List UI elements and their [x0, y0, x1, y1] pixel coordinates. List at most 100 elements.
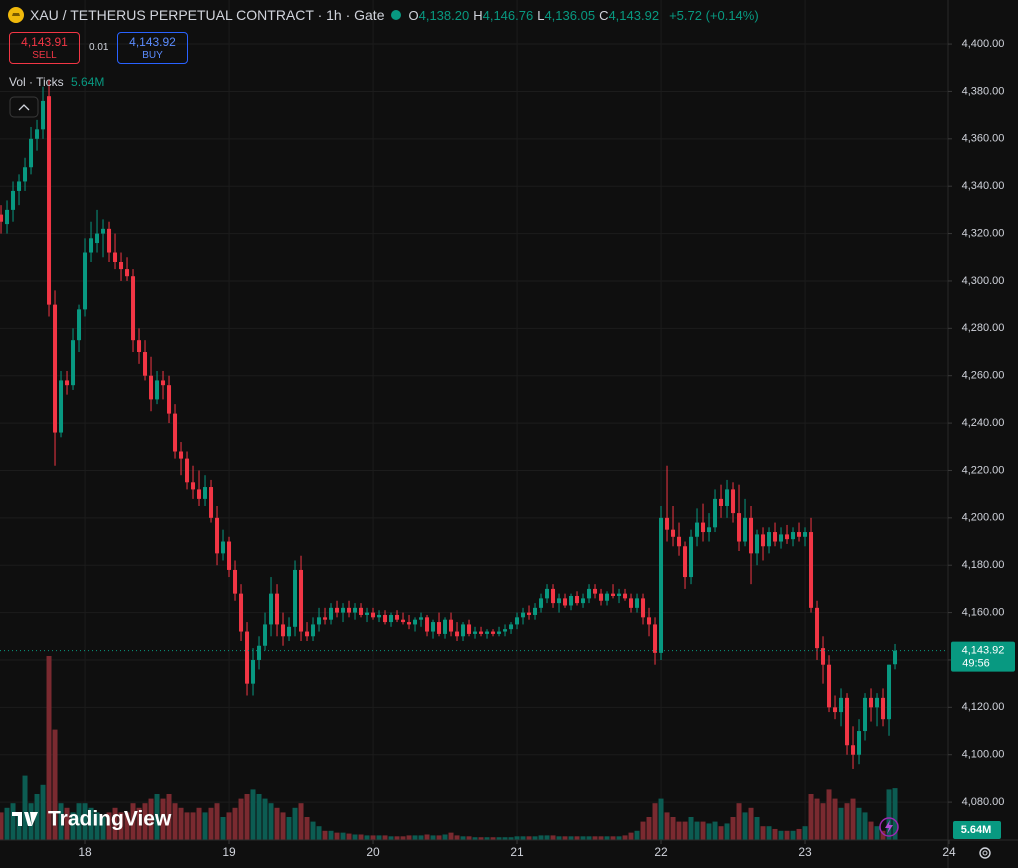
volume-bar	[868, 821, 874, 840]
candle-body	[131, 276, 136, 341]
volume-bar	[166, 794, 172, 840]
lightning-button[interactable]	[879, 817, 899, 837]
volume-bar	[658, 798, 664, 840]
volume-bar	[484, 837, 490, 840]
candle-body	[377, 614, 382, 618]
candle-body	[107, 228, 112, 253]
volume-bar	[46, 656, 52, 840]
candle-body	[593, 588, 598, 594]
volume-bar	[10, 803, 16, 840]
volume-bar	[136, 807, 142, 840]
symbol-title[interactable]: XAU / TETHERUS PERPETUAL CONTRACT · 1h ·…	[30, 7, 385, 23]
volume-bar	[70, 812, 76, 840]
last-price-box	[951, 641, 1015, 672]
volume-bar	[58, 803, 64, 840]
volume-bar	[286, 817, 292, 840]
candle-body	[713, 498, 718, 528]
candle-body	[41, 100, 46, 130]
candle-body	[869, 697, 874, 708]
volume-bar	[238, 798, 244, 840]
candle-body	[791, 532, 796, 540]
volume-bar	[406, 835, 412, 840]
candle-body	[815, 607, 820, 649]
volume-bar	[814, 798, 820, 840]
candle-body	[575, 596, 580, 604]
volume-bar	[310, 821, 316, 840]
volume-bar	[220, 817, 226, 840]
candle-body	[587, 588, 592, 599]
volume-bar	[640, 821, 646, 840]
candle-body	[113, 252, 118, 262]
countdown: 49:56	[962, 658, 990, 670]
candle-body	[839, 697, 844, 713]
volume-bar	[634, 830, 640, 840]
volume-bar	[556, 836, 562, 840]
volume-bar	[478, 837, 484, 840]
collapse-button[interactable]	[9, 96, 39, 118]
candle-body	[467, 624, 472, 634]
candle-body	[101, 228, 106, 234]
volume-bar	[334, 832, 340, 840]
volume-bar	[442, 834, 448, 840]
settings-button[interactable]	[979, 847, 991, 859]
candle-body	[683, 546, 688, 578]
volume-bar	[598, 836, 604, 840]
candle-body	[845, 697, 850, 746]
candle-body	[161, 380, 166, 386]
volume-bar	[748, 807, 754, 840]
candle-body	[203, 487, 208, 499]
x-tick-label: 20	[366, 845, 380, 859]
candle-body	[443, 619, 448, 634]
volume-bar	[388, 836, 394, 840]
candle-body	[797, 532, 802, 537]
candle-body	[149, 375, 154, 400]
volume-bar	[790, 830, 796, 840]
volume-bar	[340, 832, 346, 840]
volume-bar	[832, 798, 838, 840]
y-tick-label: 4,380.00	[962, 85, 1005, 97]
candle-body	[473, 631, 478, 634]
volume-bar	[874, 826, 880, 840]
settings-icon	[979, 847, 991, 859]
candle-body	[653, 624, 658, 653]
volume-bar	[562, 836, 568, 840]
candle-body	[599, 593, 604, 601]
volume-bar	[568, 836, 574, 840]
volume-bar	[94, 812, 100, 840]
candle-body	[227, 541, 232, 570]
x-tick-label: 24	[942, 845, 956, 859]
volume-bar	[538, 835, 544, 840]
y-tick-label: 4,240.00	[962, 417, 1005, 429]
volume-last-label: 5.64M	[961, 824, 992, 836]
volume-bar	[256, 794, 262, 840]
sell-button[interactable]: 4,143.91 SELL	[9, 32, 80, 64]
candle-body	[29, 138, 34, 168]
volume-bar	[22, 775, 28, 840]
volume-bar	[892, 788, 898, 840]
volume-bar	[106, 812, 112, 840]
volume-bar	[202, 812, 208, 840]
buy-price: 4,143.92	[129, 35, 176, 49]
candle-body	[317, 617, 322, 625]
volume-bar	[466, 836, 472, 840]
candle-body	[785, 534, 790, 540]
candle-body	[437, 622, 442, 634]
y-tick-label: 4,320.00	[962, 227, 1005, 239]
volume-bar	[304, 817, 310, 840]
volume-bar	[736, 803, 742, 840]
candle-body	[533, 607, 538, 615]
volume-bar	[616, 836, 622, 840]
buy-button[interactable]: 4,143.92 BUY	[117, 32, 188, 64]
volume-bar	[700, 821, 706, 840]
volume-bar	[0, 812, 4, 840]
candle-body	[863, 697, 868, 732]
volume-bar	[28, 803, 34, 840]
ohlc-label: O	[408, 8, 419, 23]
volume-bar	[172, 803, 178, 840]
y-tick-label: 4,400.00	[962, 38, 1005, 50]
volume-bar	[454, 835, 460, 840]
volume-bar	[490, 837, 496, 840]
volume-bar	[436, 835, 442, 840]
candle-body	[35, 129, 40, 139]
candle-body	[431, 622, 436, 632]
